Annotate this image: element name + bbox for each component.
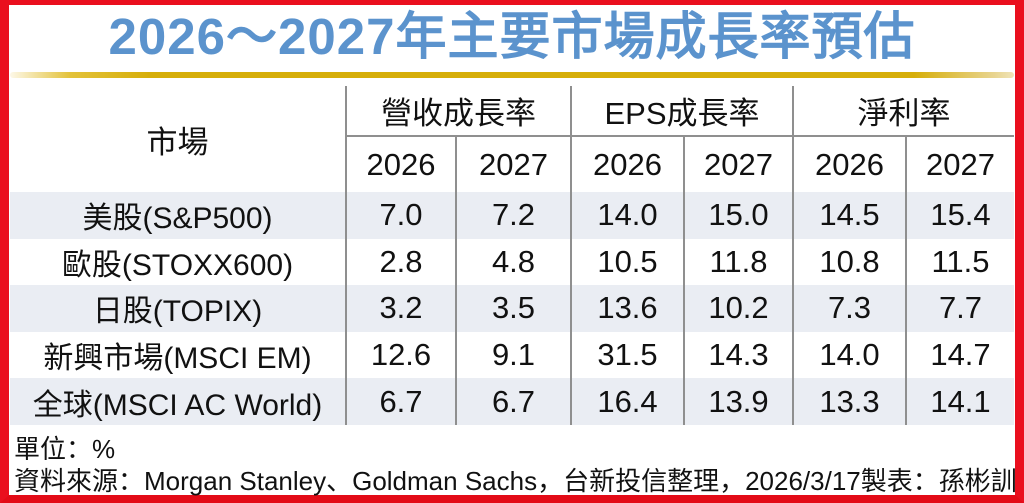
year-header: 2027	[683, 137, 792, 192]
cell-value: 13.9	[683, 378, 792, 425]
cell-value: 14.3	[683, 331, 792, 379]
year-header: 2026	[570, 137, 683, 192]
cell-value: 6.7	[455, 378, 570, 425]
cell-value: 14.0	[792, 331, 905, 379]
cell-value: 14.0	[570, 192, 683, 239]
column-group-net-margin: 淨利率	[792, 86, 1014, 137]
cell-value: 15.4	[905, 192, 1014, 239]
unit-note: 單位：%	[14, 434, 116, 464]
year-header: 2026	[345, 137, 455, 192]
title-underline	[10, 72, 1014, 78]
cell-value: 14.5	[792, 192, 905, 239]
cell-value: 7.7	[905, 285, 1014, 332]
year-header: 2027	[455, 137, 570, 192]
cell-value: 14.7	[905, 331, 1014, 379]
cell-value: 13.3	[792, 378, 905, 425]
cell-value: 3.2	[345, 285, 455, 332]
cell-value: 9.1	[455, 331, 570, 379]
data-source-note: 資料來源：Morgan Stanley、Goldman Sachs，台新投信整理…	[14, 466, 861, 496]
column-group-eps-growth: EPS成長率	[570, 86, 792, 137]
cell-value: 12.6	[345, 331, 455, 379]
year-header: 2026	[792, 137, 905, 192]
cell-value: 7.3	[792, 285, 905, 332]
cell-value: 10.8	[792, 238, 905, 286]
cell-value: 11.8	[683, 238, 792, 286]
cell-value: 15.0	[683, 192, 792, 239]
row-label-europe: 歐股(STOXX600)	[61, 248, 294, 282]
row-label-japan: 日股(TOPIX)	[10, 285, 345, 332]
row-label-global: 全球(MSCI AC World)	[10, 378, 345, 425]
cell-value: 6.7	[345, 378, 455, 425]
row-label-emerging: 新興市場(MSCI EM)	[43, 342, 312, 376]
cell-value: 3.5	[455, 285, 570, 332]
cell-value: 16.4	[570, 378, 683, 425]
market-growth-table: 市場 營收成長率 EPS成長率 淨利率 2026 2027 2026 2027 …	[10, 86, 1014, 425]
cell-value: 31.5	[570, 331, 683, 379]
cell-value: 7.0	[345, 192, 455, 239]
cell-value: 14.1	[905, 378, 1014, 425]
cell-value: 10.5	[570, 238, 683, 286]
table-credit-note: 製表：孫彬訓	[860, 466, 1017, 496]
page-title: 2026～2027年主要市場成長率預估	[108, 8, 916, 65]
cell-value: 7.2	[455, 192, 570, 239]
cell-value: 10.2	[683, 285, 792, 332]
cell-value: 11.5	[905, 238, 1014, 286]
row-label-us: 美股(S&P500)	[10, 192, 345, 239]
cell-value: 2.8	[345, 238, 455, 286]
cell-value: 13.6	[570, 285, 683, 332]
cell-value: 4.8	[455, 238, 570, 286]
column-group-revenue-growth: 營收成長率	[345, 86, 570, 137]
column-header-market: 市場	[146, 124, 209, 160]
year-header: 2027	[905, 137, 1014, 192]
footer-source-row: 資料來源：Morgan Stanley、Goldman Sachs，台新投信整理…	[14, 461, 1017, 498]
